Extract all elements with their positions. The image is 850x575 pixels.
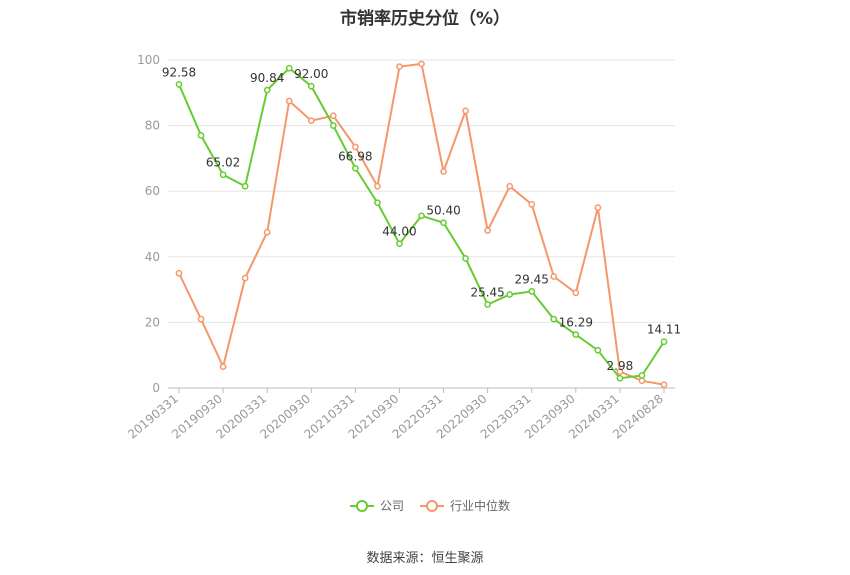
data-point xyxy=(285,64,293,72)
data-point xyxy=(594,204,602,211)
y-tick-label: 40 xyxy=(145,250,160,264)
legend-label: 公司 xyxy=(380,499,404,513)
data-point xyxy=(528,200,536,208)
data-label: 16.29 xyxy=(559,316,593,330)
data-label: 65.02 xyxy=(206,156,240,170)
x-axis: 2019033120190930202003312020093020210331… xyxy=(125,387,675,442)
data-point xyxy=(638,372,646,379)
data-point xyxy=(594,346,602,354)
data-point xyxy=(307,117,315,125)
data-source: 数据来源：恒生聚源 xyxy=(366,551,484,566)
data-point xyxy=(572,289,580,297)
data-point xyxy=(352,143,359,151)
data-point xyxy=(484,301,491,308)
data-label: 14.11 xyxy=(647,323,681,337)
data-label: 90.84 xyxy=(250,71,284,85)
data-point xyxy=(263,228,271,236)
data-point xyxy=(197,132,205,139)
data-point xyxy=(550,273,558,280)
data-point xyxy=(175,80,183,88)
data-point xyxy=(506,291,514,298)
grid-lines xyxy=(168,59,675,389)
data-point xyxy=(329,112,337,120)
y-tick-label: 80 xyxy=(145,119,160,133)
data-point xyxy=(396,63,403,70)
y-tick-label: 20 xyxy=(145,315,160,329)
series-lines xyxy=(178,62,665,386)
legend-label: 行业中位数 xyxy=(450,498,510,513)
data-point xyxy=(374,199,381,207)
data-label: 66.98 xyxy=(338,149,372,163)
data-point xyxy=(285,97,293,105)
series-line xyxy=(178,62,665,386)
data-point xyxy=(440,219,447,227)
data-point xyxy=(418,212,425,220)
data-point xyxy=(572,331,580,338)
legend-marker xyxy=(356,500,368,512)
data-point xyxy=(550,315,558,323)
series-line xyxy=(178,66,665,380)
data-label: 29.45 xyxy=(515,272,549,286)
y-axis-ticks: 0 20 40 60 80 100 xyxy=(137,53,160,395)
data-point xyxy=(241,182,249,190)
data-point xyxy=(484,227,491,234)
data-point xyxy=(374,182,381,190)
data-label: 92.58 xyxy=(162,65,196,79)
data-point xyxy=(307,82,315,90)
data-point xyxy=(418,60,425,68)
data-point xyxy=(219,363,227,371)
data-label: 92.00 xyxy=(294,67,328,81)
legend-marker xyxy=(426,500,438,512)
data-point xyxy=(197,315,205,323)
data-labels: 92.58 65.02 90.84 92.00 66.98 44.00 50.40 25.45… xyxy=(162,65,681,373)
data-label: 44.00 xyxy=(382,225,416,239)
chart-title: 市销率历史分位（%） xyxy=(339,9,511,29)
y-tick-label: 100 xyxy=(137,53,160,67)
data-point xyxy=(660,381,668,389)
data-point xyxy=(241,274,249,282)
data-label: 2.98 xyxy=(607,359,634,373)
data-point xyxy=(263,86,271,94)
data-point xyxy=(462,255,469,262)
y-tick-label: 0 xyxy=(152,381,160,395)
data-point xyxy=(175,269,183,277)
data-point xyxy=(352,164,359,172)
data-point xyxy=(638,377,646,385)
data-point xyxy=(329,122,337,129)
data-point xyxy=(616,374,624,382)
data-point xyxy=(396,240,403,248)
data-point xyxy=(219,171,227,179)
data-point xyxy=(660,338,668,346)
data-label: 50.40 xyxy=(426,204,460,218)
data-point xyxy=(528,288,536,295)
data-point xyxy=(506,182,514,190)
data-label: 25.45 xyxy=(470,286,504,300)
legend[interactable]: 公司 行业中位数 xyxy=(350,498,510,513)
data-point xyxy=(616,368,624,375)
series-points xyxy=(175,60,668,389)
y-tick-label: 60 xyxy=(145,184,160,198)
data-point xyxy=(462,107,469,115)
data-point xyxy=(440,168,447,175)
